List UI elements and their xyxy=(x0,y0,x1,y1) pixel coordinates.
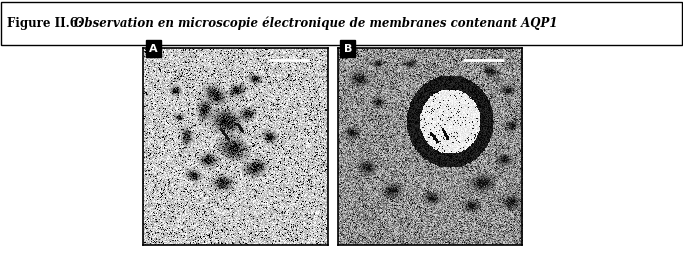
Text: B: B xyxy=(344,44,352,54)
Text: Figure II.6:: Figure II.6: xyxy=(7,17,82,30)
Text: A: A xyxy=(149,44,158,54)
Text: Observation en microscopie électronique de membranes contenant AQP1: Observation en microscopie électronique … xyxy=(70,16,557,30)
